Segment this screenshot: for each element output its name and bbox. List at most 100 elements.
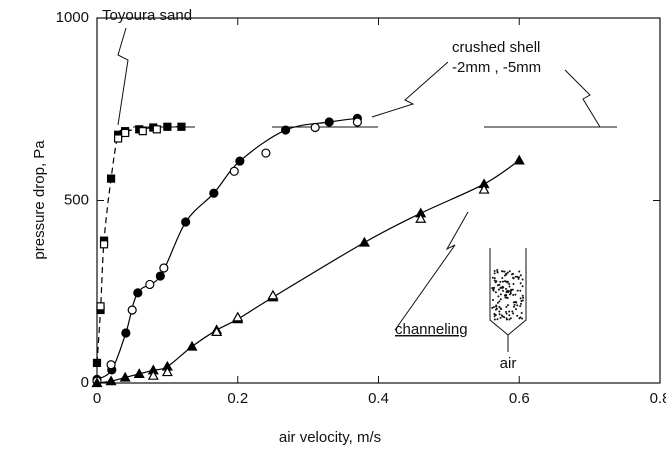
data-point <box>105 375 117 386</box>
column-grain <box>508 314 511 317</box>
data-point <box>106 174 116 183</box>
column-grain <box>493 272 496 275</box>
column-grain <box>519 274 522 277</box>
column-grain <box>505 305 508 308</box>
column-grain <box>506 289 509 292</box>
column-grain <box>519 297 522 300</box>
data-point <box>211 326 223 336</box>
data-point <box>352 117 362 127</box>
column-grain <box>516 275 519 278</box>
column-grain <box>499 280 502 283</box>
column-grain <box>495 308 498 311</box>
x-tick-label: 0.4 <box>368 390 389 407</box>
column-grain <box>501 276 504 279</box>
column-grain <box>512 283 515 286</box>
column-grain <box>512 293 515 296</box>
column-grain <box>519 282 522 285</box>
column-grain <box>510 288 513 291</box>
x-tick-label: 0.8 <box>650 390 666 407</box>
fit-line <box>96 126 182 363</box>
column-grain <box>499 293 502 296</box>
column-grain <box>498 310 501 313</box>
data-point <box>119 371 131 382</box>
column-grain <box>509 291 512 294</box>
column-grain <box>496 284 499 287</box>
data-point <box>99 240 109 249</box>
column-grain <box>501 270 504 273</box>
column-grain <box>519 289 522 292</box>
column-grain <box>514 275 517 278</box>
data-point <box>358 236 370 247</box>
column-grain <box>517 276 520 279</box>
column-grain <box>512 305 515 308</box>
annotation: air <box>500 355 517 372</box>
column-grain <box>521 278 524 281</box>
annotation-lines <box>117 27 617 352</box>
column-grain <box>505 272 508 275</box>
column-grain <box>502 280 505 283</box>
column-grain <box>512 277 515 280</box>
data-point <box>159 263 169 273</box>
data-point <box>310 122 320 133</box>
x-tick-label: 0.6 <box>509 390 530 407</box>
column-grain <box>505 318 508 321</box>
column-grain <box>503 316 506 319</box>
annotation: channeling <box>395 321 468 338</box>
data-point <box>138 127 147 136</box>
annotation: -2mm , -5mm <box>452 59 541 76</box>
data-point <box>261 148 271 158</box>
data-point <box>177 122 186 131</box>
data-point <box>186 340 198 351</box>
column-grain <box>503 280 506 283</box>
column-grain <box>499 298 502 301</box>
column-grain <box>515 308 518 311</box>
data-point <box>133 288 143 298</box>
x-tick-label: 0.2 <box>227 390 248 407</box>
column-grain <box>513 300 516 303</box>
column-grain <box>491 299 494 302</box>
y-axis-title: pressure drop, Pa <box>31 140 48 260</box>
column-grain <box>521 285 524 288</box>
plot-frame <box>96 17 661 384</box>
column-grain <box>505 287 508 290</box>
data-point <box>229 166 239 176</box>
column-grain <box>521 294 524 297</box>
column-grain <box>493 277 496 280</box>
column-grain <box>506 304 509 307</box>
column-grain <box>509 292 512 295</box>
column-grain <box>509 317 512 320</box>
x-axis-title: air velocity, m/s <box>279 429 381 446</box>
packed-column <box>491 269 525 321</box>
column-grain <box>508 310 511 313</box>
column-grain <box>492 306 495 309</box>
data-point <box>92 358 102 368</box>
column-grain <box>520 302 523 305</box>
column-grain <box>494 313 497 316</box>
column-grain <box>508 282 511 285</box>
column-grain <box>494 291 497 294</box>
column-grain <box>512 312 515 315</box>
column-grain <box>497 288 500 291</box>
column-grain <box>496 301 499 304</box>
column-grain <box>508 285 511 288</box>
data-point <box>267 289 279 300</box>
data-point <box>161 366 173 377</box>
column-grain <box>508 270 511 273</box>
column-grain <box>503 270 506 273</box>
fit-line <box>96 117 358 380</box>
data-point <box>152 125 161 134</box>
column-grain <box>520 312 523 315</box>
column-grain <box>511 310 514 313</box>
data-point <box>324 117 334 127</box>
column-grain <box>516 314 519 317</box>
column-grain <box>498 313 501 316</box>
column-grain <box>517 277 520 280</box>
column-grain <box>514 293 517 296</box>
column-grain <box>508 318 511 321</box>
column-grain <box>510 273 513 276</box>
column-grain <box>521 299 524 302</box>
column-grain <box>505 310 508 313</box>
column-grain <box>521 317 524 320</box>
data-point <box>91 377 103 388</box>
